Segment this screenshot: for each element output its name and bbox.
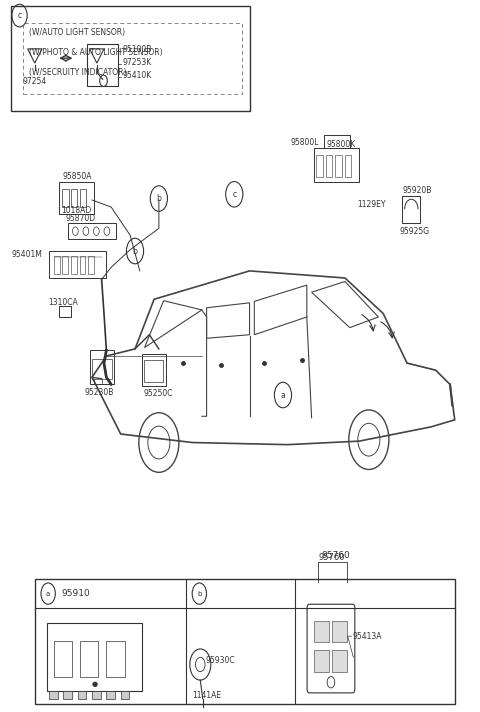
Bar xyxy=(120,691,129,699)
Text: b: b xyxy=(197,590,202,597)
Bar xyxy=(54,641,72,676)
Bar xyxy=(314,650,329,671)
Text: 95250C: 95250C xyxy=(143,389,173,399)
Bar xyxy=(54,256,60,273)
Bar xyxy=(144,360,163,382)
Text: ●: ● xyxy=(91,681,97,687)
Bar xyxy=(336,155,342,177)
Bar xyxy=(23,23,242,93)
Text: a: a xyxy=(281,390,285,399)
Bar xyxy=(35,580,455,703)
Text: 95920B: 95920B xyxy=(402,186,432,195)
Bar xyxy=(80,189,86,207)
Text: 95910: 95910 xyxy=(61,589,90,598)
Bar xyxy=(78,691,86,699)
Text: 1310CA: 1310CA xyxy=(48,298,78,307)
Bar xyxy=(59,182,95,214)
Text: 95760: 95760 xyxy=(322,551,350,560)
Text: 95100B: 95100B xyxy=(122,45,152,54)
Bar xyxy=(49,691,58,699)
Text: 95800K: 95800K xyxy=(327,140,356,149)
Text: 95870D: 95870D xyxy=(66,214,96,224)
Bar xyxy=(316,155,323,177)
Text: 1141AE: 1141AE xyxy=(192,691,221,700)
Text: (W/SECRUITY INDICATOR): (W/SECRUITY INDICATOR) xyxy=(29,68,126,77)
Text: (W/AUTO LIGHT SENSOR): (W/AUTO LIGHT SENSOR) xyxy=(29,28,125,37)
Text: 1129EY: 1129EY xyxy=(357,200,385,209)
Text: 95925G: 95925G xyxy=(400,227,430,236)
Bar xyxy=(59,306,71,317)
Text: 95230B: 95230B xyxy=(85,388,114,397)
Text: b: b xyxy=(132,246,137,256)
Bar xyxy=(326,155,332,177)
Text: 95800L: 95800L xyxy=(290,138,319,147)
Text: 95401M: 95401M xyxy=(12,250,43,258)
Text: b: b xyxy=(156,194,161,203)
Bar xyxy=(62,256,68,273)
Bar xyxy=(332,650,347,671)
Bar xyxy=(80,256,85,273)
Bar xyxy=(71,189,77,207)
Bar xyxy=(107,691,115,699)
Text: (W/PHOTO & AUTO LIGHT SENSOR): (W/PHOTO & AUTO LIGHT SENSOR) xyxy=(29,48,162,57)
Bar xyxy=(88,256,94,273)
Bar xyxy=(90,350,115,384)
Text: 95760: 95760 xyxy=(318,553,345,562)
Text: 95930C: 95930C xyxy=(205,656,235,666)
Bar xyxy=(142,354,166,386)
Bar xyxy=(107,641,124,676)
Text: 1018AD: 1018AD xyxy=(61,206,91,215)
Bar xyxy=(11,6,250,111)
Bar xyxy=(87,44,118,86)
Bar xyxy=(314,148,360,182)
Bar xyxy=(47,624,142,691)
Text: a: a xyxy=(46,590,50,597)
Text: 95413A: 95413A xyxy=(352,632,382,641)
Bar xyxy=(402,196,420,223)
Text: 95410K: 95410K xyxy=(122,70,151,80)
Bar xyxy=(49,251,107,278)
Bar xyxy=(92,691,101,699)
Bar xyxy=(314,621,329,642)
Bar xyxy=(345,155,351,177)
Bar xyxy=(68,224,116,239)
Text: 97253K: 97253K xyxy=(122,58,151,67)
Bar xyxy=(332,621,347,642)
Text: c: c xyxy=(17,11,22,20)
Text: c: c xyxy=(232,190,236,199)
Bar xyxy=(62,189,69,207)
Bar xyxy=(92,359,112,379)
Text: 97254: 97254 xyxy=(23,78,47,86)
Bar xyxy=(71,256,77,273)
Bar xyxy=(80,641,98,676)
Text: 95850A: 95850A xyxy=(62,172,92,181)
Bar xyxy=(63,691,72,699)
